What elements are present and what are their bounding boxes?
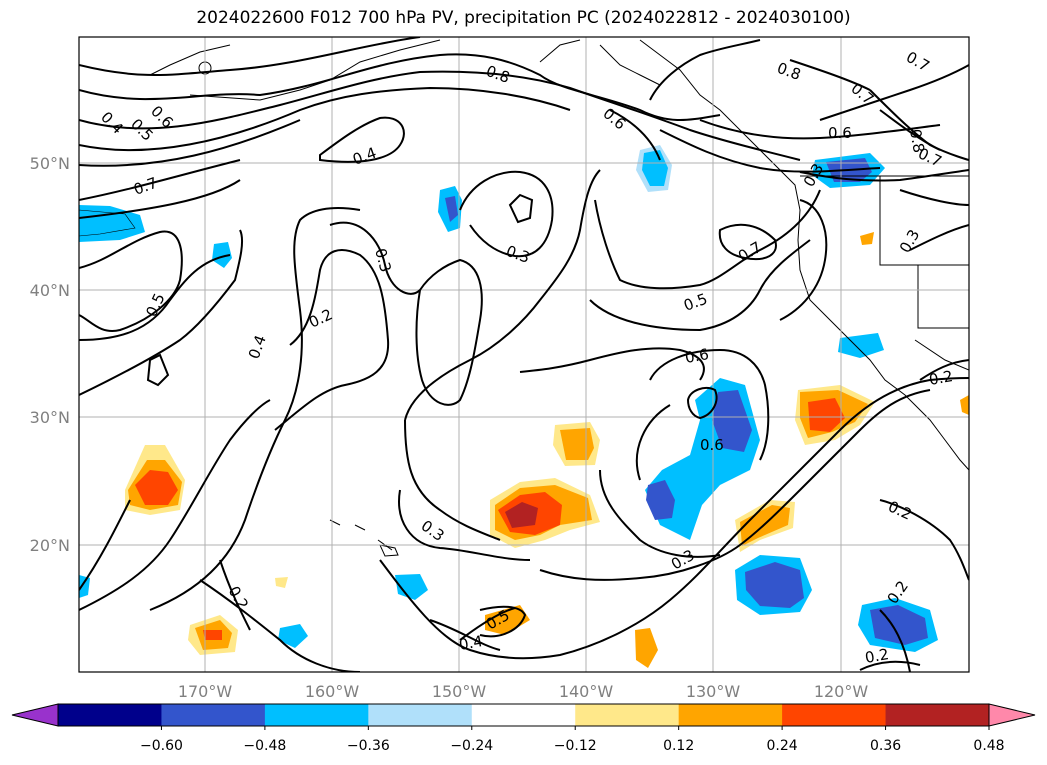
pv-contours [79, 37, 969, 672]
colorbar-segment [575, 704, 680, 726]
map-frame [78, 36, 970, 673]
colorbar-tick-label: 0.48 [973, 738, 1004, 754]
colorbar-tick-label: 0.36 [870, 738, 901, 754]
lat-label: 40°N [30, 281, 70, 300]
colorbar-segment [161, 704, 266, 726]
colorbar: −0.60 −0.48 −0.36 −0.24 −0.12 0.12 0.24 0.36 0.4… [11, 703, 1036, 754]
colorbar-segment [782, 704, 887, 726]
longitude-labels: 170°W 160°W 150°W 140°W 130°W 120°W [178, 682, 869, 701]
colorbar-extend-left [11, 703, 59, 727]
colorbar-segment [368, 704, 473, 726]
colorbar-outline [57, 703, 990, 727]
colorbar-tick-label: 0.12 [663, 738, 694, 754]
colorbar-tick-label: −0.12 [554, 738, 597, 754]
svg-text:0.6: 0.6 [828, 124, 852, 142]
lon-label: 120°W [814, 682, 869, 701]
colorbar-segment [885, 704, 990, 726]
lon-label: 170°W [178, 682, 233, 701]
map-background [79, 37, 969, 672]
svg-text:0.4: 0.4 [458, 632, 485, 654]
svg-text:0.6: 0.6 [684, 345, 711, 367]
svg-text:0.6: 0.6 [700, 436, 724, 454]
lat-label: 50°N [30, 154, 70, 173]
svg-text:0.2: 0.2 [864, 645, 891, 667]
graticule [79, 37, 969, 672]
precip-shading [79, 145, 969, 668]
map-title: 2024022600 F012 700 hPa PV, precipitatio… [196, 8, 851, 28]
colorbar-segment [58, 704, 162, 726]
latitude-labels: 50°N 40°N 30°N 20°N [30, 154, 70, 555]
colorbar-tick-label: −0.60 [140, 738, 183, 754]
lat-label: 30°N [30, 408, 70, 427]
colorbar-segment [678, 704, 783, 726]
lon-label: 130°W [686, 682, 741, 701]
lon-label: 150°W [432, 682, 487, 701]
svg-text:0.3: 0.3 [371, 246, 395, 274]
colorbar-segment [264, 704, 369, 726]
svg-text:0.2: 0.2 [928, 367, 955, 389]
colorbar-tick-label: −0.36 [347, 738, 390, 754]
colorbar-tick-label: 0.24 [767, 738, 798, 754]
colorbar-segment [471, 704, 576, 726]
lat-label: 20°N [30, 536, 70, 555]
colorbar-extend-right [988, 703, 1036, 727]
colorbar-tick-label: −0.48 [243, 738, 286, 754]
colorbar-tick-label: −0.24 [450, 738, 493, 754]
lon-label: 160°W [305, 682, 360, 701]
svg-text:0.8: 0.8 [906, 128, 928, 155]
lon-label: 140°W [559, 682, 614, 701]
